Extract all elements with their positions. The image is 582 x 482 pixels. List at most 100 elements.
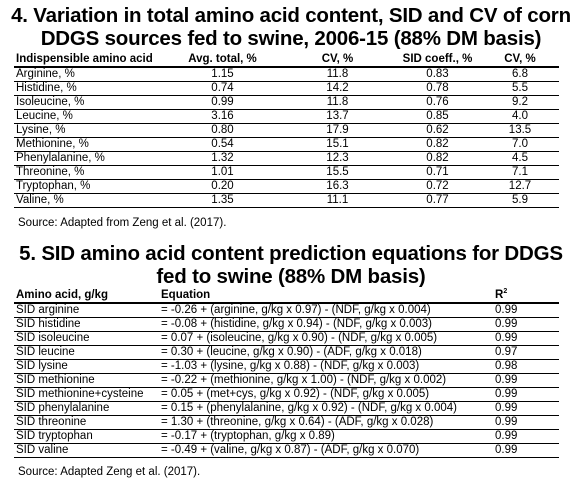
table-row: SID tryptophan = -0.17 + (tryptophan, g/k…: [14, 429, 559, 444]
table-cell: SID arginine: [14, 302, 159, 318]
table-cell: = -0.22 + (methionine, g/kg x 1.00) - (N…: [159, 373, 479, 388]
table-cell: = 1.30 + (threonine, g/kg x 0.64) - (ADF…: [159, 415, 479, 430]
column-header-r-squared: R2: [479, 288, 559, 304]
table-cell: 0.74: [164, 81, 279, 96]
table-cell: 7.0: [479, 137, 559, 152]
table-row: Arginine, % 1.15 11.8 0.83 6.8: [14, 66, 559, 82]
table-cell: 11.8: [279, 66, 394, 82]
table-row: Threonine, % 1.01 15.5 0.71 7.1: [14, 165, 559, 180]
table-row: SID methionine = -0.22 + (methionine, g/k…: [14, 373, 559, 388]
table-cell: 1.15: [164, 66, 279, 82]
table-cell: SID threonine: [14, 415, 159, 430]
table-cell: Histidine, %: [14, 81, 164, 96]
table-cell: = -0.49 + (valine, g/kg x 0.87) - (ADF, …: [159, 443, 479, 458]
table-cell: = -0.26 + (arginine, g/kg x 0.97) - (NDF…: [159, 302, 479, 318]
table-row: Isoleucine, % 0.99 11.8 0.76 9.2: [14, 95, 559, 110]
table-cell: 0.72: [394, 179, 479, 194]
table-cell: 9.2: [479, 95, 559, 110]
table1-header-row: Indispensible amino acid Avg. total, % C…: [14, 53, 559, 68]
table-cell: 12.7: [479, 179, 559, 194]
table-cell: SID histidine: [14, 317, 159, 332]
sid-prediction-equations-table: Amino acid, g/kg Equation R2 SID arginin…: [14, 288, 559, 458]
column-header-equation: Equation: [159, 289, 479, 304]
table-cell: 1.01: [164, 165, 279, 180]
table-row: SID valine = -0.49 + (valine, g/kg x 0.87…: [14, 443, 559, 458]
table-cell: 5.5: [479, 81, 559, 96]
table-cell: 17.9: [279, 123, 394, 138]
table-cell: = -1.03 + (lysine, g/kg x 0.88) - (NDF, …: [159, 359, 479, 374]
table-cell: SID tryptophan: [14, 429, 159, 444]
table-cell: = 0.07 + (isoleucine, g/kg x 0.90) - (ND…: [159, 331, 479, 346]
table-cell: 0.83: [394, 66, 479, 82]
table-cell: SID methionine+cysteine: [14, 387, 159, 402]
table-row: SID leucine = 0.30 + (leucine, g/kg x 0.9…: [14, 345, 559, 360]
table-cell: 1.32: [164, 151, 279, 166]
table-row: Lysine, % 0.80 17.9 0.62 13.5: [14, 123, 559, 138]
table2-source-note: Source: Adapted Zeng et al. (2017).: [18, 466, 201, 478]
table-cell: 0.99: [479, 401, 559, 416]
table-cell: 0.99: [479, 373, 559, 388]
table-cell: 5.9: [479, 193, 559, 208]
table-cell: 14.2: [279, 81, 394, 96]
table-cell: = -0.17 + (tryptophan, g/kg x 0.89): [159, 429, 479, 444]
table2-header-row: Amino acid, g/kg Equation R2: [14, 288, 559, 304]
table-row: SID histidine = -0.08 + (histidine, g/kg …: [14, 317, 559, 332]
table-cell: 0.54: [164, 137, 279, 152]
table-cell: = 0.05 + (met+cys, g/kg x 0.92) - (NDF, …: [159, 387, 479, 402]
table-cell: Phenylalanine, %: [14, 151, 164, 166]
column-header-amino-acid-gkg: Amino acid, g/kg: [14, 289, 159, 304]
table-cell: 0.99: [479, 415, 559, 430]
table-row: Methionine, % 0.54 15.1 0.82 7.0: [14, 137, 559, 152]
table-cell: Isoleucine, %: [14, 95, 164, 110]
table-row: SID phenylalanine = 0.15 + (phenylalanine…: [14, 401, 559, 416]
table-cell: 13.7: [279, 109, 394, 124]
table-cell: SID leucine: [14, 345, 159, 360]
table-cell: 11.8: [279, 95, 394, 110]
table-row: Histidine, % 0.74 14.2 0.78 5.5: [14, 81, 559, 96]
column-header-amino-acid: Indispensible amino acid: [14, 53, 164, 68]
table-row: Phenylalanine, % 1.32 12.3 0.82 4.5: [14, 151, 559, 166]
table-cell: Lysine, %: [14, 123, 164, 138]
column-header-cv-total: CV, %: [279, 53, 394, 68]
table-cell: Arginine, %: [14, 66, 164, 82]
table-cell: 13.5: [479, 123, 559, 138]
r-squared-superscript: 2: [503, 288, 508, 296]
table-cell: 0.20: [164, 179, 279, 194]
table-cell: 15.5: [279, 165, 394, 180]
table-cell: 0.82: [394, 151, 479, 166]
table-row: SID arginine = -0.26 + (arginine, g/kg x …: [14, 302, 559, 318]
r-squared-letter: R: [495, 289, 504, 301]
table-cell: 4.0: [479, 109, 559, 124]
table-cell: 12.3: [279, 151, 394, 166]
table-cell: SID valine: [14, 443, 159, 458]
table-cell: = 0.30 + (leucine, g/kg x 0.90) - (ADF, …: [159, 345, 479, 360]
table1-title: 4. Variation in total amino acid content…: [11, 4, 571, 50]
table1-source-note: Source: Adapted from Zeng et al. (2017).: [18, 217, 227, 229]
table-cell: 0.99: [479, 302, 559, 318]
table-cell: 11.1: [279, 193, 394, 208]
table-cell: 0.82: [394, 137, 479, 152]
table-cell: 0.62: [394, 123, 479, 138]
table-cell: 1.35: [164, 193, 279, 208]
table-row: Leucine, % 3.16 13.7 0.85 4.0: [14, 109, 559, 124]
table-cell: 0.80: [164, 123, 279, 138]
table-cell: 0.99: [164, 95, 279, 110]
table-cell: SID phenylalanine: [14, 401, 159, 416]
table-cell: 0.76: [394, 95, 479, 110]
table-cell: 0.85: [394, 109, 479, 124]
table-cell: 0.99: [479, 331, 559, 346]
table-cell: Leucine, %: [14, 109, 164, 124]
table-cell: SID methionine: [14, 373, 159, 388]
column-header-cv-sid: CV, %: [479, 53, 559, 68]
table-cell: 0.97: [479, 345, 559, 360]
table-cell: = 0.15 + (phenylalanine, g/kg x 0.92) - …: [159, 401, 479, 416]
table-cell: 6.8: [479, 66, 559, 82]
table-cell: SID lysine: [14, 359, 159, 374]
amino-acid-variation-table: Indispensible amino acid Avg. total, % C…: [14, 53, 559, 208]
table-cell: 0.78: [394, 81, 479, 96]
table-cell: Methionine, %: [14, 137, 164, 152]
table-cell: 0.99: [479, 387, 559, 402]
table-cell: 0.99: [479, 317, 559, 332]
column-header-avg-total: Avg. total, %: [164, 53, 279, 68]
table-row: Valine, % 1.35 11.1 0.77 5.9: [14, 193, 559, 208]
